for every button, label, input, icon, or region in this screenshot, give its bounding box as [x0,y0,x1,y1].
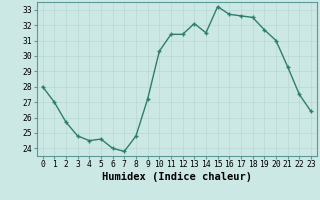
X-axis label: Humidex (Indice chaleur): Humidex (Indice chaleur) [102,172,252,182]
